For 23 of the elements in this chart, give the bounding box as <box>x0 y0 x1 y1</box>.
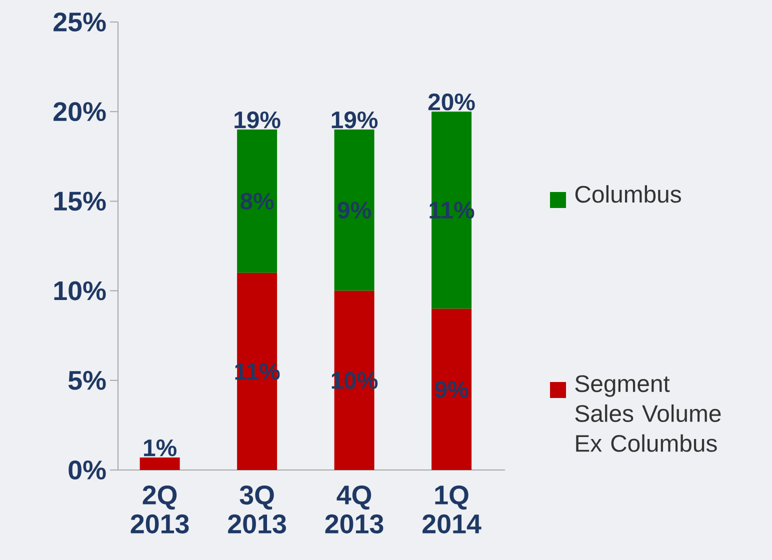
data-label: 9% <box>338 202 371 219</box>
total-label: 1% <box>144 439 176 456</box>
y-tick-label: 20% <box>54 102 106 122</box>
bar <box>334 130 374 291</box>
data-label: 8% <box>240 192 274 210</box>
total-label: 20% <box>428 93 475 110</box>
y-tick-label: 25% <box>54 12 106 32</box>
y-tick-label: 0% <box>68 460 106 480</box>
x-tick-label: 3Q 2013 <box>228 486 286 534</box>
bar <box>140 457 180 470</box>
total-label: 19% <box>234 111 280 128</box>
x-tick-label: 1Q 2014 <box>422 486 482 534</box>
y-tick-label: 5% <box>68 370 106 390</box>
data-label: 9% <box>435 380 468 398</box>
x-tick-label: 2Q 2013 <box>130 486 189 534</box>
x-tick-label: 4Q 2013 <box>325 486 384 534</box>
legend-label: Segment Sales Volume Ex Columbus <box>575 375 721 452</box>
total-label: 19% <box>332 111 378 128</box>
legend-label: Columbus <box>575 185 681 203</box>
bar <box>237 130 278 273</box>
y-tick-label: 10% <box>54 281 106 300</box>
y-tick-label: 15% <box>54 192 106 211</box>
bar <box>432 308 472 470</box>
